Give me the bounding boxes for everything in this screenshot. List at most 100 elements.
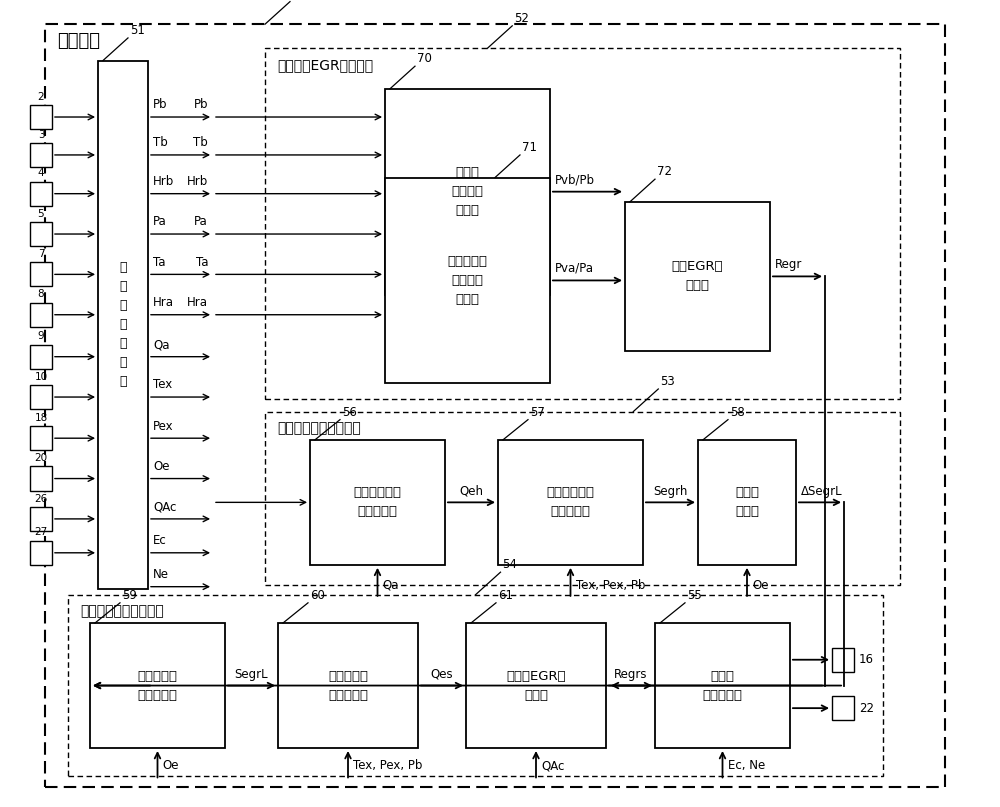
Bar (98, 61, 148, 589)
Bar (30, 262, 52, 286)
Text: 55: 55 (687, 589, 702, 602)
Bar (832, 647, 854, 671)
Text: 16: 16 (859, 653, 874, 667)
Bar (832, 696, 854, 720)
Bar (625, 202, 770, 351)
Text: Oe: Oe (153, 460, 170, 473)
Text: Ec: Ec (153, 534, 167, 547)
Bar (30, 345, 52, 369)
Bar (30, 222, 52, 246)
Text: 59: 59 (122, 589, 137, 602)
Bar (90, 623, 225, 748)
Text: Qeh: Qeh (460, 484, 484, 497)
Text: 4: 4 (38, 169, 44, 178)
Text: 运
转
状
态
检
测
部: 运 转 状 态 检 测 部 (119, 261, 127, 388)
Bar (30, 143, 52, 167)
Text: Qes: Qes (431, 667, 453, 681)
Text: 2: 2 (38, 92, 44, 102)
Text: QAc: QAc (153, 500, 176, 513)
Text: Regr: Regr (775, 257, 802, 271)
Text: Oe: Oe (162, 759, 179, 772)
Text: Pex: Pex (153, 420, 174, 433)
Bar (385, 178, 550, 383)
Text: 56: 56 (342, 406, 357, 419)
Text: 开口面积学习值计算部: 开口面积学习值计算部 (277, 421, 361, 435)
Bar (698, 440, 796, 565)
Text: Ec, Ne: Ec, Ne (728, 759, 765, 772)
Text: 51: 51 (130, 24, 145, 37)
Text: Pva/Pa: Pva/Pa (555, 261, 594, 274)
Bar (68, 595, 883, 776)
Text: 控制用回流
流量计算部: 控制用回流 流量计算部 (328, 670, 368, 701)
Text: 最终EGR率
计算部: 最终EGR率 计算部 (672, 261, 723, 292)
Text: Hrb: Hrb (153, 175, 174, 188)
Text: 71: 71 (522, 141, 537, 154)
Text: 湿度检测开口
面积计算部: 湿度检测开口 面积计算部 (546, 487, 594, 518)
Text: 58: 58 (730, 406, 745, 419)
Text: Ta: Ta (153, 256, 166, 269)
Text: Pa: Pa (194, 215, 208, 228)
Bar (30, 303, 52, 327)
Text: Tex, Pex, Pb: Tex, Pex, Pb (576, 579, 645, 592)
Text: 湿度检测回流
流量计算部: 湿度检测回流 流量计算部 (354, 487, 402, 518)
Bar (466, 623, 606, 748)
Text: 控制用回流废气计算部: 控制用回流废气计算部 (80, 604, 164, 618)
Text: Pa: Pa (153, 215, 167, 228)
Text: 61: 61 (498, 589, 513, 602)
Text: Segrh: Segrh (653, 484, 688, 497)
Bar (30, 385, 52, 409)
Bar (30, 507, 52, 531)
Text: Hrb: Hrb (187, 175, 208, 188)
Bar (30, 105, 52, 129)
Text: 湿度检测EGR率计算部: 湿度检测EGR率计算部 (277, 58, 373, 72)
Text: 回流量
利用控制部: 回流量 利用控制部 (702, 670, 742, 701)
Text: 20: 20 (34, 454, 48, 463)
Bar (30, 466, 52, 491)
Text: Tex: Tex (153, 378, 172, 391)
Text: 3: 3 (38, 130, 44, 140)
Bar (655, 623, 790, 748)
Text: 27: 27 (34, 528, 48, 537)
Text: 5: 5 (38, 209, 44, 219)
Text: Pb: Pb (153, 98, 168, 111)
Bar (30, 426, 52, 450)
Bar (30, 541, 52, 565)
Text: 18: 18 (34, 413, 48, 423)
Bar (385, 89, 550, 295)
Bar (310, 440, 445, 565)
Text: Ta: Ta (196, 256, 208, 269)
Text: QAc: QAc (541, 759, 564, 772)
Text: Oe: Oe (752, 579, 768, 592)
Text: Tb: Tb (153, 136, 168, 149)
Text: SegrL: SegrL (235, 667, 268, 681)
Bar (30, 182, 52, 206)
Text: 72: 72 (657, 165, 672, 178)
Text: 7: 7 (38, 249, 44, 259)
Text: Tex, Pex, Pb: Tex, Pex, Pb (353, 759, 422, 772)
Text: 学习值
计算部: 学习值 计算部 (735, 487, 759, 518)
Text: 54: 54 (502, 558, 517, 571)
Text: Regrs: Regrs (614, 667, 647, 681)
Text: Hra: Hra (187, 296, 208, 309)
Text: Qa: Qa (382, 579, 399, 592)
Text: Qa: Qa (153, 338, 170, 351)
Text: 9: 9 (38, 332, 44, 341)
Text: ΔSegrL: ΔSegrL (801, 484, 843, 497)
Text: 22: 22 (859, 701, 874, 715)
Text: Pvb/Pb: Pvb/Pb (555, 173, 595, 186)
Text: Ne: Ne (153, 568, 169, 581)
Text: 吸入空气中
水蒸气率
计算部: 吸入空气中 水蒸气率 计算部 (448, 255, 488, 306)
Bar (498, 440, 643, 565)
Bar (265, 48, 900, 399)
Bar (278, 623, 418, 748)
Text: 歧管内
水蒸气率
计算部: 歧管内 水蒸气率 计算部 (452, 166, 484, 217)
Text: 8: 8 (38, 290, 44, 299)
Text: 10: 10 (34, 372, 48, 382)
Text: 60: 60 (310, 589, 325, 602)
Text: 控制装置: 控制装置 (57, 32, 100, 50)
Text: 控制用EGR率
计算部: 控制用EGR率 计算部 (506, 670, 566, 701)
Text: 57: 57 (530, 406, 545, 419)
Text: Hra: Hra (153, 296, 174, 309)
Text: Pb: Pb (194, 98, 208, 111)
Text: 70: 70 (417, 52, 432, 65)
